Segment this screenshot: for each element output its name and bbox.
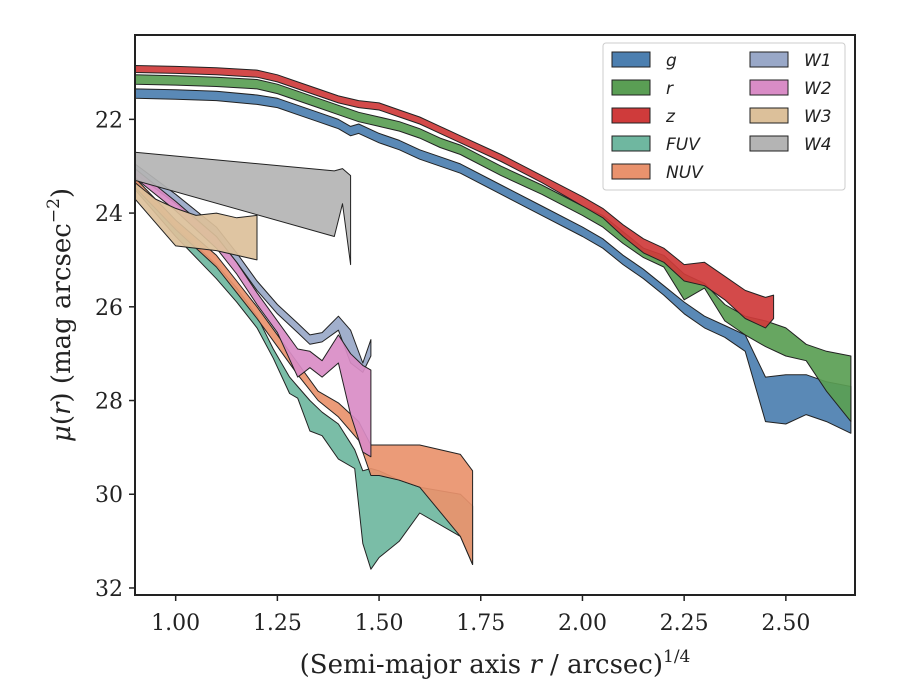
legend-swatch-r bbox=[611, 79, 651, 96]
band-w4 bbox=[135, 151, 352, 266]
legend-swatch-w3 bbox=[749, 107, 789, 124]
band-w2 bbox=[135, 168, 372, 458]
x-tick-label: 2.00 bbox=[558, 611, 607, 636]
legend-label-r: r bbox=[666, 79, 674, 99]
legend-label-w3: W3 bbox=[804, 107, 832, 127]
legend-label-g: g bbox=[666, 51, 677, 71]
y-tick-label: 32 bbox=[95, 577, 123, 602]
y-tick-label: 22 bbox=[95, 108, 123, 133]
legend-label-w2: W2 bbox=[804, 79, 832, 99]
x-tick-label: 1.75 bbox=[456, 611, 505, 636]
x-tick-label: 2.50 bbox=[761, 611, 810, 636]
y-axis-title: μ(r) (mag arcsec−2) bbox=[44, 188, 77, 442]
band-w3 bbox=[135, 182, 258, 261]
data-bands bbox=[135, 65, 852, 570]
legend-swatch-w1 bbox=[749, 51, 789, 68]
legend-swatch-nuv bbox=[611, 163, 651, 180]
legend-swatch-w4 bbox=[749, 135, 789, 152]
band-z bbox=[135, 65, 775, 329]
legend-swatch-g bbox=[611, 51, 651, 68]
legend-label-z: z bbox=[665, 107, 676, 127]
plot-frame bbox=[134, 34, 856, 596]
x-tick-label: 1.50 bbox=[355, 611, 404, 636]
legend-swatch-w2 bbox=[749, 79, 789, 96]
legend: grz FUV NUV W1 W2 W3 W4 bbox=[602, 42, 846, 191]
legend-label-fuv: FUV bbox=[666, 135, 701, 155]
x-tick-label: 1.25 bbox=[253, 611, 302, 636]
legend-swatch-fuv bbox=[611, 135, 651, 152]
y-tick-label: 28 bbox=[95, 390, 123, 415]
y-tick-label: 26 bbox=[95, 296, 123, 321]
legend-label-w4: W4 bbox=[804, 135, 832, 155]
band-r bbox=[135, 74, 852, 423]
x-tick-label: 2.25 bbox=[660, 611, 709, 636]
legend-label-nuv: NUV bbox=[666, 163, 704, 183]
y-tick-label: 30 bbox=[95, 483, 123, 508]
y-tick-label: 24 bbox=[95, 202, 123, 227]
legend-label-w1: W1 bbox=[804, 51, 832, 71]
legend-swatch-z bbox=[611, 107, 651, 124]
axis-ticks: 1.00 1.25 1.50 1.75 2.00 2.25 2.50 22 24 26 28 30 32 bbox=[95, 108, 810, 636]
x-axis-title: (Semi-major axis r / arcsec)1/4 bbox=[300, 647, 691, 680]
band-g bbox=[135, 88, 852, 434]
x-tick-label: 1.00 bbox=[151, 611, 200, 636]
